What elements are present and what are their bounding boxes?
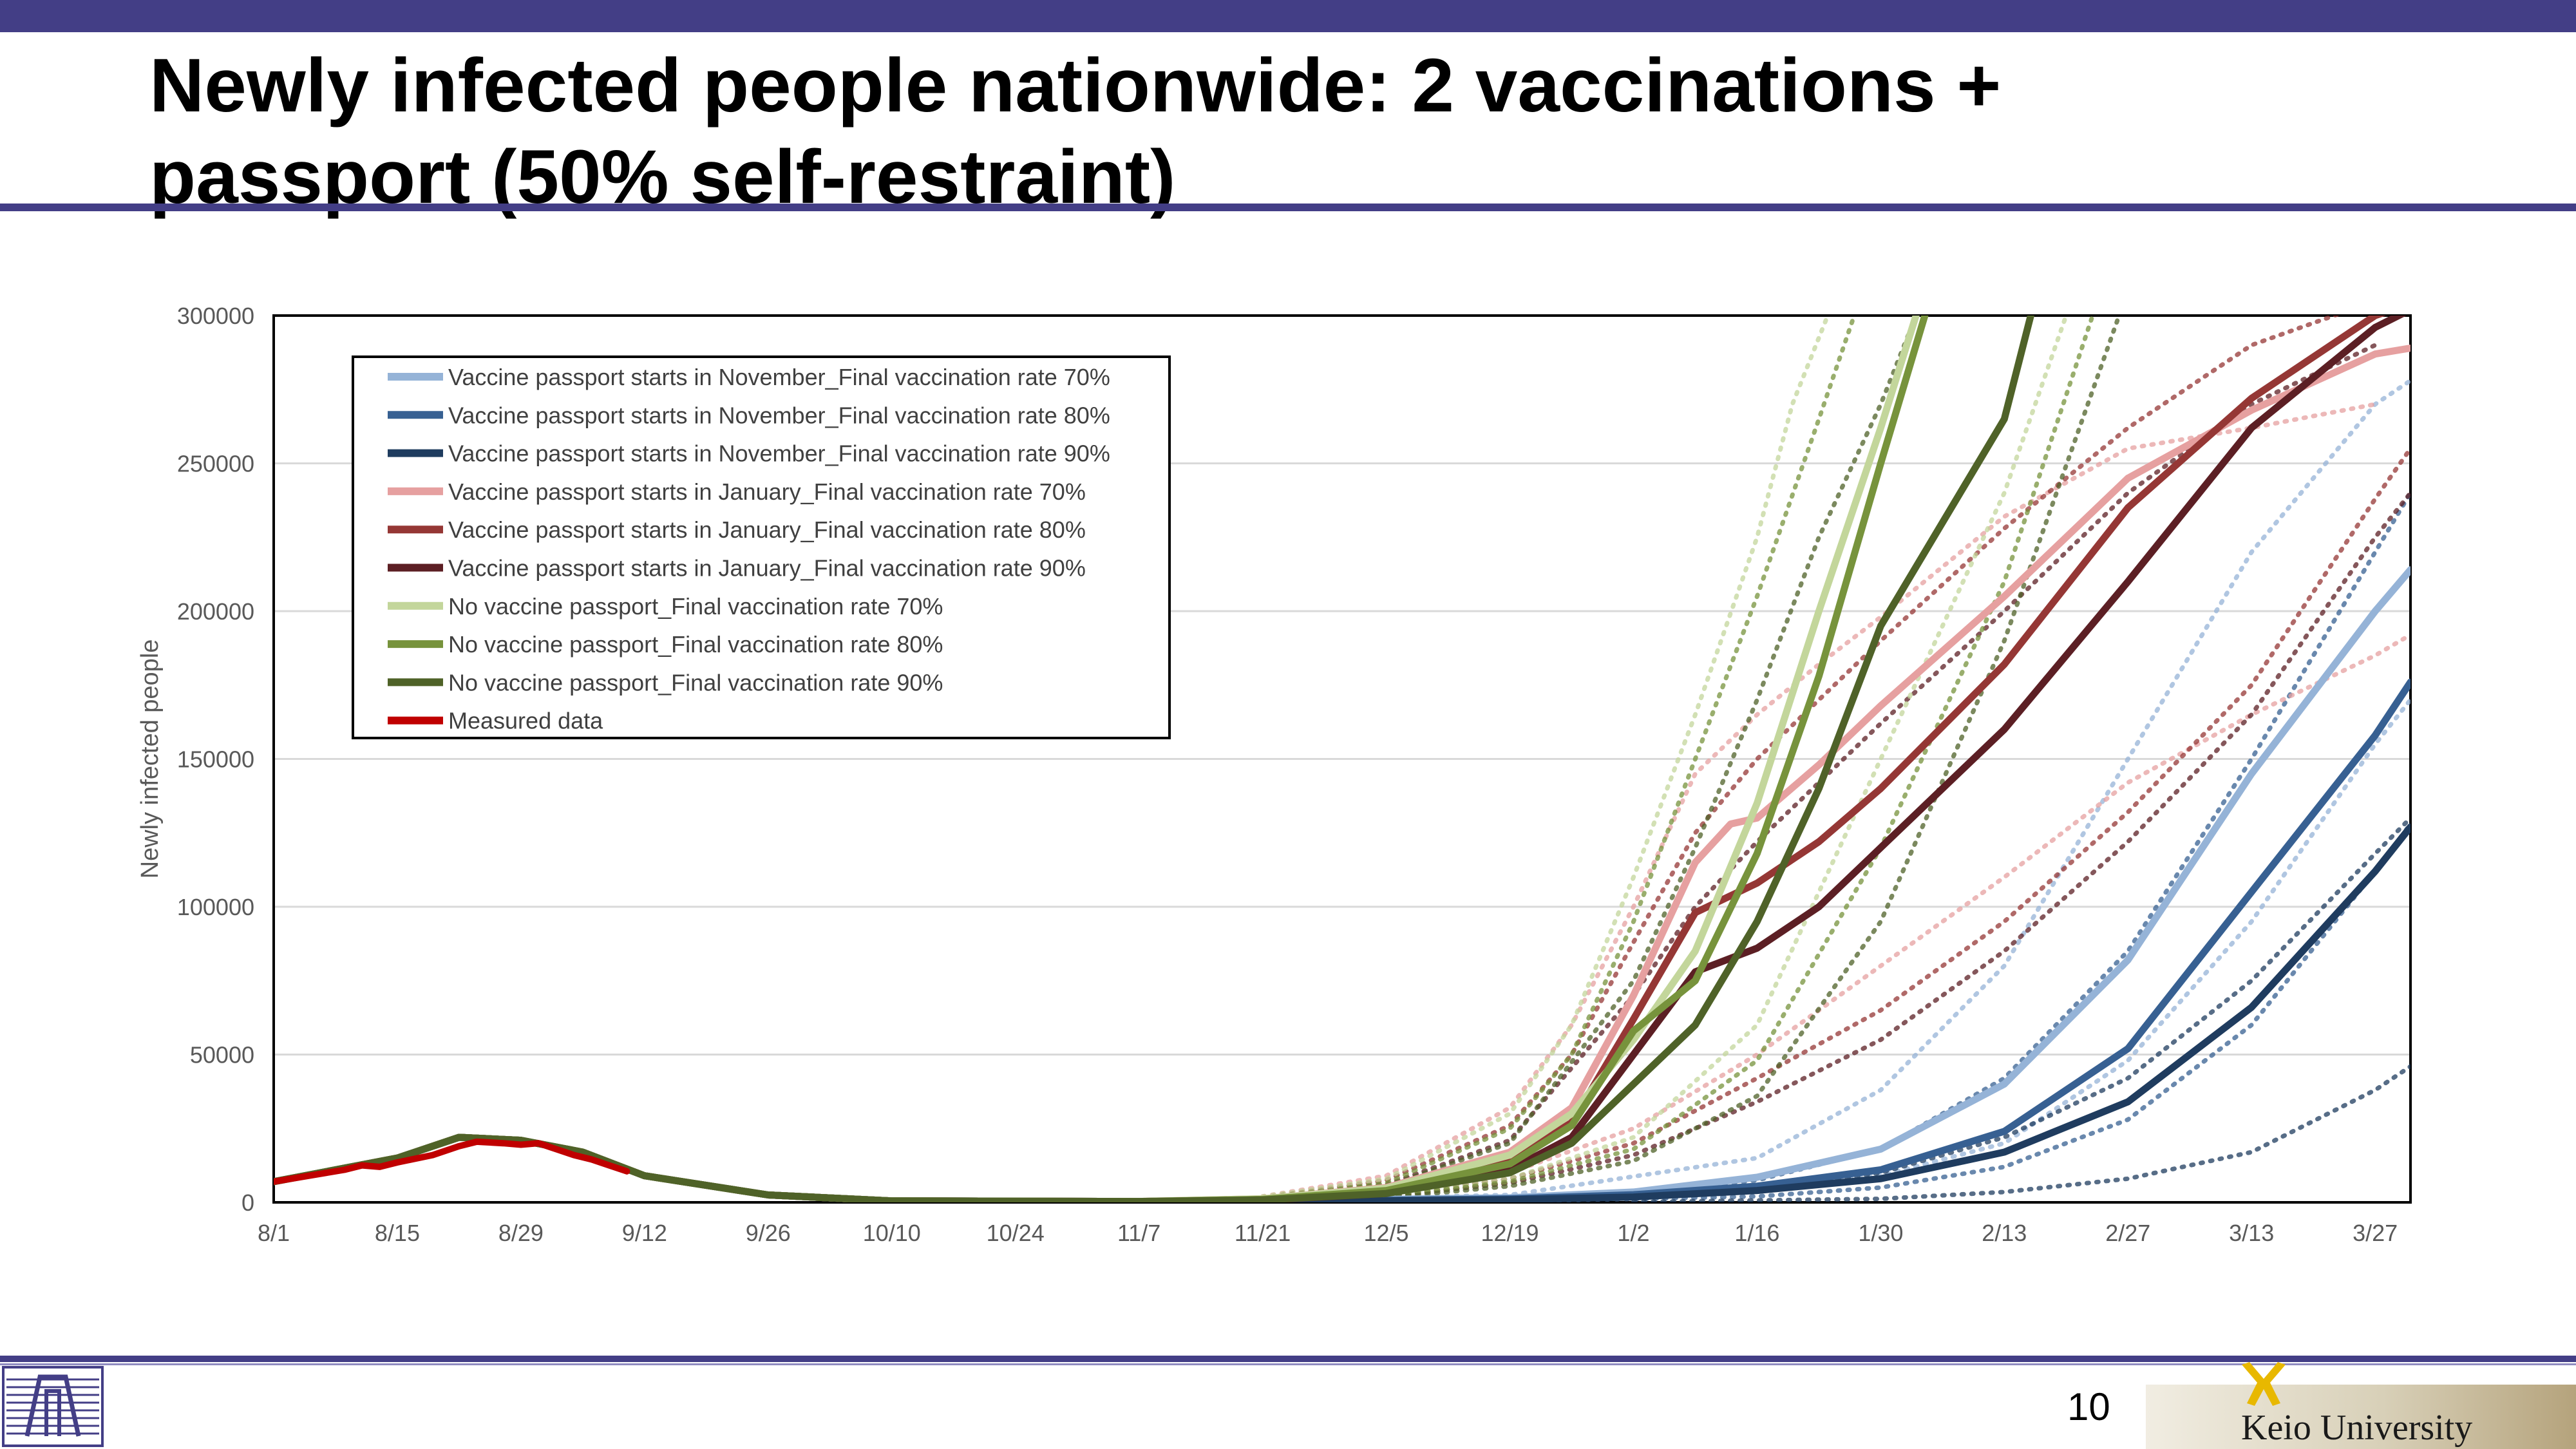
x-tick-label: 3/27 — [2353, 1220, 2398, 1246]
legend-entry-label: Vaccine passport starts in November_Fina… — [448, 440, 1110, 467]
footer-divider-thin — [0, 1363, 2576, 1365]
series-9-bound-line-1 — [1260, 316, 1918, 1201]
x-tick-label: 10/24 — [987, 1220, 1045, 1246]
x-tick-label: 1/16 — [1734, 1220, 1779, 1246]
series-1-bound-line-1 — [1260, 378, 2410, 1202]
legend-entry-label: Vaccine passport starts in January_Final… — [448, 516, 1086, 543]
axes: 0 50000 100000 150000 200000 250000 300000 8/1 8… — [137, 303, 2412, 1246]
legend: Vaccine passport starts in November_Fina… — [352, 355, 1171, 739]
legend-entry-label: Vaccine passport starts in November_Fina… — [448, 364, 1110, 390]
x-tick-label: 2/13 — [1982, 1220, 2027, 1246]
university-name: Keio University — [2241, 1408, 2473, 1448]
x-tick-label: 12/19 — [1481, 1220, 1539, 1246]
series-7-bound-line-1 — [1260, 316, 1830, 1199]
y-tick-label: 200000 — [177, 598, 254, 625]
series-3-bound-line-2 — [1631, 1064, 2410, 1202]
keio-pen-emblem-icon — [2242, 1362, 2286, 1406]
series-6-bound-line-2 — [1260, 490, 2410, 1202]
series-lines — [274, 316, 2410, 1202]
y-tick-label: 0 — [242, 1189, 254, 1216]
x-tick-label: 8/29 — [498, 1220, 544, 1246]
x-tick-label: 8/15 — [375, 1220, 420, 1246]
page-number: 10 — [2067, 1385, 2110, 1428]
x-tick-label: 10/10 — [863, 1220, 921, 1246]
footer-brand-panel — [2146, 1385, 2576, 1449]
legend-entry-label: No vaccine passport_Final vaccination ra… — [448, 593, 943, 620]
legend-entry-label: Measured data — [448, 708, 603, 734]
legend-entry-label: No vaccine passport_Final vaccination ra… — [448, 669, 943, 696]
line-chart: 0 50000 100000 150000 200000 250000 300000 8/1 8… — [137, 303, 2412, 1246]
x-tick-label: 2/27 — [2105, 1220, 2150, 1246]
x-tick-label: 11/21 — [1235, 1220, 1291, 1246]
x-tick-label: 9/26 — [746, 1220, 791, 1246]
x-tick-label: 12/5 — [1364, 1220, 1409, 1246]
legend-entry-label: No vaccine passport_Final vaccination ra… — [448, 631, 943, 658]
x-tick-label: 8/1 — [258, 1220, 290, 1246]
legend-entry-label: Vaccine passport starts in January_Final… — [448, 555, 1086, 582]
series-2-line — [274, 678, 2410, 1202]
series-10-line — [274, 1138, 630, 1185]
y-tick-label: 50000 — [190, 1042, 254, 1068]
title-divider — [0, 204, 2576, 211]
footer-divider — [0, 1356, 2576, 1362]
series-6-bound-line-1 — [1260, 343, 2378, 1201]
legend-entry-label: Vaccine passport starts in January_Final… — [448, 478, 1086, 505]
y-tick-label: 150000 — [177, 746, 254, 773]
y-tick-label: 250000 — [177, 451, 254, 477]
legend-box — [352, 355, 1171, 739]
x-tick-label: 9/12 — [622, 1220, 667, 1246]
institute-logo-icon — [2, 1366, 104, 1447]
header-bar — [0, 0, 2576, 32]
y-axis-label: Newly infected people — [137, 639, 164, 879]
x-tick-label: 1/2 — [1617, 1220, 1649, 1246]
x-tick-label: 11/7 — [1117, 1220, 1160, 1246]
y-tick-label: 100000 — [177, 894, 254, 920]
x-tick-label: 1/30 — [1858, 1220, 1903, 1246]
series-8-bound-line-1 — [1260, 316, 1857, 1200]
series-4-bound-line-1 — [1260, 402, 2378, 1199]
y-tick-label: 300000 — [177, 303, 254, 329]
x-tick-label: 3/13 — [2229, 1220, 2274, 1246]
series-4-bound-line-2 — [1260, 632, 2410, 1202]
legend-entry-label: Vaccine passport starts in November_Fina… — [448, 402, 1110, 428]
series-3-line — [274, 823, 2410, 1202]
